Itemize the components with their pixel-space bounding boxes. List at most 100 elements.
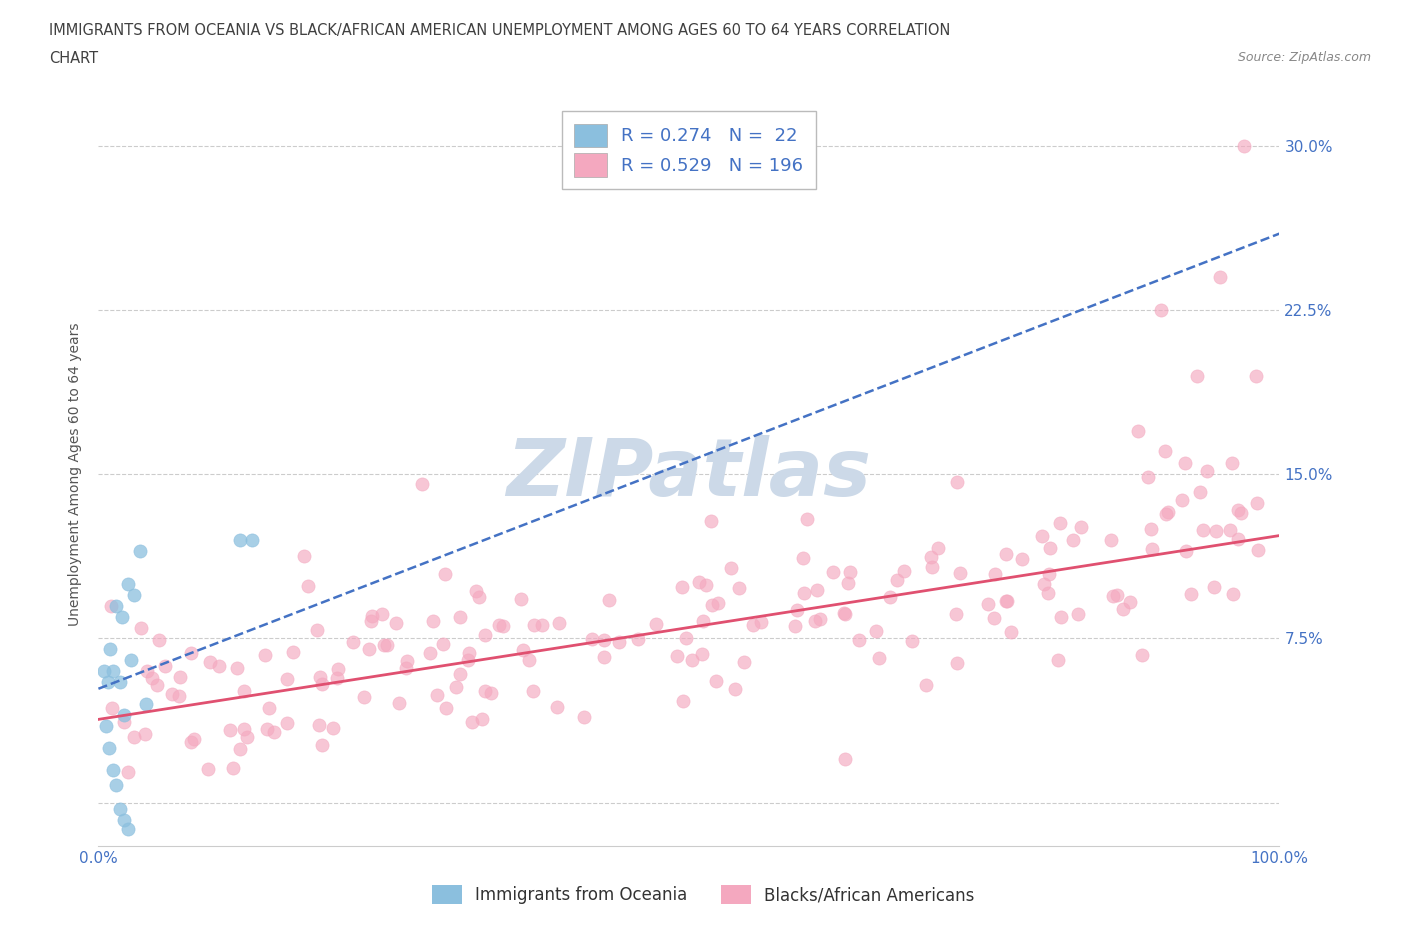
Point	[1099, 532, 1122, 547]
Point	[236, 729, 259, 744]
Point	[793, 585, 815, 600]
Point	[229, 533, 252, 548]
Point	[1185, 368, 1208, 383]
Point	[834, 606, 856, 621]
Point	[276, 715, 298, 730]
Point	[449, 609, 471, 624]
Point	[233, 721, 256, 736]
Point	[1229, 506, 1251, 521]
Legend: Immigrants from Oceania, Blacks/African Americans: Immigrants from Oceania, Blacks/African …	[423, 877, 983, 912]
Point	[461, 714, 484, 729]
Point	[742, 618, 765, 632]
Point	[786, 603, 808, 618]
Point	[522, 684, 544, 698]
Point	[832, 605, 855, 620]
Point	[519, 652, 541, 667]
Point	[292, 549, 315, 564]
Point	[471, 711, 494, 726]
Point	[432, 637, 454, 652]
Point	[117, 577, 139, 591]
Point	[1174, 456, 1197, 471]
Point	[1139, 521, 1161, 536]
Point	[984, 566, 1007, 581]
Point	[180, 645, 202, 660]
Point	[450, 667, 472, 682]
Point	[479, 686, 502, 701]
Point	[222, 760, 245, 775]
Point	[785, 618, 807, 633]
Point	[129, 620, 152, 635]
Point	[311, 676, 333, 691]
Point	[254, 648, 277, 663]
Point	[112, 813, 135, 828]
Point	[385, 616, 408, 631]
Point	[1219, 523, 1241, 538]
Point	[117, 821, 139, 836]
Point	[108, 675, 131, 690]
Point	[806, 583, 828, 598]
Point	[183, 731, 205, 746]
Point	[1244, 368, 1267, 383]
Point	[134, 726, 156, 741]
Point	[893, 564, 915, 578]
Point	[823, 565, 845, 579]
Point	[162, 686, 184, 701]
Point	[122, 587, 145, 602]
Point	[1220, 456, 1243, 471]
Point	[1156, 507, 1178, 522]
Point	[724, 682, 747, 697]
Point	[444, 680, 467, 695]
Point	[353, 689, 375, 704]
Point	[681, 653, 703, 668]
Point	[1066, 606, 1088, 621]
Point	[433, 566, 456, 581]
Point	[112, 714, 135, 729]
Point	[688, 575, 710, 590]
Legend: R = 0.274   N =  22, R = 0.529   N = 196: R = 0.274 N = 22, R = 0.529 N = 196	[562, 112, 815, 190]
Point	[122, 729, 145, 744]
Point	[146, 678, 169, 693]
Point	[838, 565, 860, 579]
Point	[169, 669, 191, 684]
Point	[465, 584, 488, 599]
Point	[117, 764, 139, 779]
Point	[128, 543, 150, 558]
Point	[101, 763, 124, 777]
Point	[434, 700, 457, 715]
Point	[411, 476, 433, 491]
Point	[305, 622, 328, 637]
Point	[1154, 444, 1177, 458]
Point	[468, 590, 491, 604]
Point	[375, 638, 398, 653]
Point	[1126, 423, 1149, 438]
Point	[1000, 625, 1022, 640]
Point	[326, 661, 349, 676]
Point	[977, 597, 1000, 612]
Point	[945, 607, 967, 622]
Point	[901, 633, 924, 648]
Point	[226, 660, 249, 675]
Point	[598, 592, 620, 607]
Point	[1227, 532, 1250, 547]
Point	[983, 611, 1005, 626]
Point	[1222, 587, 1244, 602]
Point	[422, 614, 444, 629]
Point	[512, 643, 534, 658]
Point	[1038, 585, 1060, 600]
Point	[808, 612, 831, 627]
Point	[153, 658, 176, 673]
Point	[373, 637, 395, 652]
Point	[1107, 588, 1129, 603]
Point	[98, 740, 121, 755]
Point	[1180, 587, 1202, 602]
Point	[474, 684, 496, 698]
Point	[1191, 523, 1213, 538]
Point	[360, 614, 382, 629]
Point	[1119, 594, 1142, 609]
Point	[256, 722, 278, 737]
Point	[94, 719, 117, 734]
Point	[1156, 504, 1178, 519]
Point	[1038, 566, 1060, 581]
Point	[1130, 647, 1153, 662]
Point	[93, 664, 115, 679]
